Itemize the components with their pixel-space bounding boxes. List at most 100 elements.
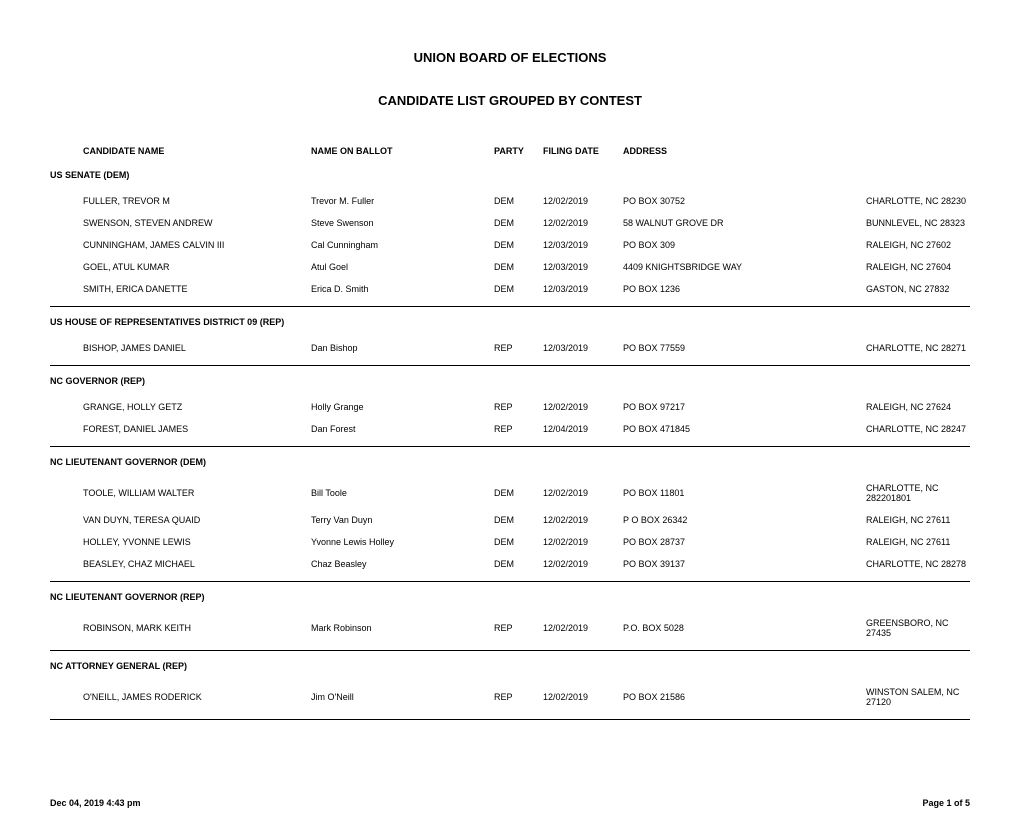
ballot-name: Dan Bishop <box>311 343 494 353</box>
address-line2: WINSTON SALEM, NC 27120 <box>866 687 970 707</box>
section-divider <box>50 446 970 447</box>
candidate-row: BISHOP, JAMES DANIELDan BishopREP12/03/2… <box>50 337 970 359</box>
report-content: CANDIDATE NAME NAME ON BALLOT PARTY FILI… <box>50 146 970 720</box>
party: DEM <box>494 240 543 250</box>
filing-date: 12/02/2019 <box>543 402 623 412</box>
filing-date: 12/03/2019 <box>543 262 623 272</box>
address-line1: PO BOX 39137 <box>623 559 866 569</box>
candidate-name: BEASLEY, CHAZ MICHAEL <box>83 559 311 569</box>
candidate-row: VAN DUYN, TERESA QUAIDTerry Van DuynDEM1… <box>50 509 970 531</box>
filing-date: 12/03/2019 <box>543 284 623 294</box>
candidate-name: GRANGE, HOLLY GETZ <box>83 402 311 412</box>
address-line1: P O BOX 26342 <box>623 515 866 525</box>
filing-date: 12/02/2019 <box>543 196 623 206</box>
candidate-name: FULLER, TREVOR M <box>83 196 311 206</box>
address-line2: CHARLOTTE, NC 282201801 <box>866 483 970 503</box>
address-line2: CHARLOTTE, NC 28271 <box>866 343 970 353</box>
contest-header: US SENATE (DEM) <box>50 170 970 180</box>
filing-date: 12/04/2019 <box>543 424 623 434</box>
candidate-name: FOREST, DANIEL JAMES <box>83 424 311 434</box>
party: REP <box>494 343 543 353</box>
filing-date: 12/02/2019 <box>543 515 623 525</box>
address-line2: RALEIGH, NC 27611 <box>866 515 970 525</box>
ballot-name: Trevor M. Fuller <box>311 196 494 206</box>
ballot-name: Erica D. Smith <box>311 284 494 294</box>
party: REP <box>494 402 543 412</box>
filing-date: 12/03/2019 <box>543 343 623 353</box>
candidate-name: GOEL, ATUL KUMAR <box>83 262 311 272</box>
candidate-row: SMITH, ERICA DANETTEErica D. SmithDEM12/… <box>50 278 970 300</box>
address-line2: CHARLOTTE, NC 28230 <box>866 196 970 206</box>
ballot-name: Yvonne Lewis Holley <box>311 537 494 547</box>
contest-header: US HOUSE OF REPRESENTATIVES DISTRICT 09 … <box>50 317 970 327</box>
ballot-name: Cal Cunningham <box>311 240 494 250</box>
section-divider <box>50 365 970 366</box>
col-header-ballot: NAME ON BALLOT <box>311 146 494 156</box>
candidate-row: BEASLEY, CHAZ MICHAELChaz BeasleyDEM12/0… <box>50 553 970 575</box>
filing-date: 12/02/2019 <box>543 623 623 633</box>
report-title-1: UNION BOARD OF ELECTIONS <box>0 50 1020 65</box>
party: DEM <box>494 262 543 272</box>
report-title-2: CANDIDATE LIST GROUPED BY CONTEST <box>0 93 1020 108</box>
ballot-name: Terry Van Duyn <box>311 515 494 525</box>
address-line2: RALEIGH, NC 27624 <box>866 402 970 412</box>
candidate-name: ROBINSON, MARK KEITH <box>83 623 311 633</box>
col-header-party: PARTY <box>494 146 543 156</box>
candidate-name: CUNNINGHAM, JAMES CALVIN III <box>83 240 311 250</box>
candidate-row: SWENSON, STEVEN ANDREWSteve SwensonDEM12… <box>50 212 970 234</box>
col-header-address: ADDRESS <box>623 146 866 156</box>
address-line2: GREENSBORO, NC 27435 <box>866 618 970 638</box>
candidate-row: ROBINSON, MARK KEITHMark RobinsonREP12/0… <box>50 612 970 644</box>
address-line1: PO BOX 1236 <box>623 284 866 294</box>
candidate-row: FOREST, DANIEL JAMESDan ForestREP12/04/2… <box>50 418 970 440</box>
col-header-filing: FILING DATE <box>543 146 623 156</box>
address-line1: PO BOX 28737 <box>623 537 866 547</box>
candidate-name: SMITH, ERICA DANETTE <box>83 284 311 294</box>
address-line2: BUNNLEVEL, NC 28323 <box>866 218 970 228</box>
candidate-row: O'NEILL, JAMES RODERICKJim O'NeillREP12/… <box>50 681 970 713</box>
filing-date: 12/02/2019 <box>543 488 623 498</box>
party: DEM <box>494 559 543 569</box>
candidate-row: FULLER, TREVOR MTrevor M. FullerDEM12/02… <box>50 190 970 212</box>
party: DEM <box>494 218 543 228</box>
address-line1: 58 WALNUT GROVE DR <box>623 218 866 228</box>
filing-date: 12/03/2019 <box>543 240 623 250</box>
party: DEM <box>494 284 543 294</box>
page-footer: Dec 04, 2019 4:43 pm Page 1 of 5 <box>50 798 970 808</box>
contest-header: NC LIEUTENANT GOVERNOR (REP) <box>50 592 970 602</box>
address-line1: PO BOX 471845 <box>623 424 866 434</box>
filing-date: 12/02/2019 <box>543 692 623 702</box>
address-line2: RALEIGH, NC 27611 <box>866 537 970 547</box>
address-line1: PO BOX 21586 <box>623 692 866 702</box>
section-divider <box>50 306 970 307</box>
candidate-row: TOOLE, WILLIAM WALTERBill TooleDEM12/02/… <box>50 477 970 509</box>
filing-date: 12/02/2019 <box>543 537 623 547</box>
candidate-name: VAN DUYN, TERESA QUAID <box>83 515 311 525</box>
candidate-name: TOOLE, WILLIAM WALTER <box>83 488 311 498</box>
col-header-name: CANDIDATE NAME <box>83 146 311 156</box>
contest-header: NC ATTORNEY GENERAL (REP) <box>50 661 970 671</box>
ballot-name: Dan Forest <box>311 424 494 434</box>
party: DEM <box>494 537 543 547</box>
address-line2: CHARLOTTE, NC 28247 <box>866 424 970 434</box>
address-line1: PO BOX 77559 <box>623 343 866 353</box>
section-divider <box>50 650 970 651</box>
contest-header: NC GOVERNOR (REP) <box>50 376 970 386</box>
contest-header: NC LIEUTENANT GOVERNOR (DEM) <box>50 457 970 467</box>
party: DEM <box>494 488 543 498</box>
candidate-row: CUNNINGHAM, JAMES CALVIN IIICal Cunningh… <box>50 234 970 256</box>
party: REP <box>494 424 543 434</box>
party: REP <box>494 623 543 633</box>
ballot-name: Mark Robinson <box>311 623 494 633</box>
candidate-name: HOLLEY, YVONNE LEWIS <box>83 537 311 547</box>
footer-page: Page 1 of 5 <box>922 798 970 808</box>
address-line2: CHARLOTTE, NC 28278 <box>866 559 970 569</box>
filing-date: 12/02/2019 <box>543 218 623 228</box>
address-line1: P.O. BOX 5028 <box>623 623 866 633</box>
ballot-name: Bill Toole <box>311 488 494 498</box>
ballot-name: Steve Swenson <box>311 218 494 228</box>
filing-date: 12/02/2019 <box>543 559 623 569</box>
address-line2: RALEIGH, NC 27604 <box>866 262 970 272</box>
candidate-row: HOLLEY, YVONNE LEWISYvonne Lewis HolleyD… <box>50 531 970 553</box>
ballot-name: Holly Grange <box>311 402 494 412</box>
